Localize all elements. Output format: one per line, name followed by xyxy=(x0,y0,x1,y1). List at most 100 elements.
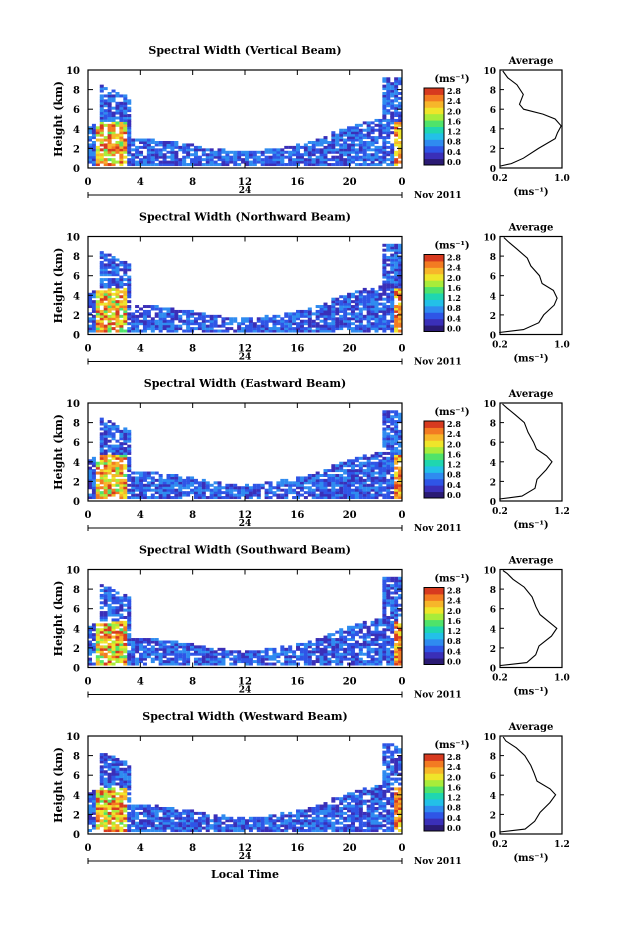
heatmap-cell xyxy=(119,263,124,267)
heatmap-cell xyxy=(123,623,128,627)
heatmap-cell xyxy=(374,317,379,321)
heatmap-cell xyxy=(288,486,293,490)
heatmap-cell xyxy=(366,496,371,500)
heatmap-cell xyxy=(115,640,120,644)
heatmap-cell xyxy=(135,660,140,664)
heatmap-cell xyxy=(91,300,96,304)
heatmap-cell xyxy=(390,772,395,776)
heatmap-cell xyxy=(111,282,116,286)
heatmap-cell xyxy=(127,657,132,661)
heatmap-cell xyxy=(382,285,387,289)
heatmap-cell xyxy=(162,824,167,828)
heatmap-cell xyxy=(398,806,403,810)
heatmap-cell xyxy=(374,618,379,622)
heatmap-cell xyxy=(331,821,336,825)
heatmap-cell xyxy=(193,493,198,497)
heatmap-cell xyxy=(350,794,355,798)
heatmap-cell xyxy=(331,493,336,497)
heatmap-cell xyxy=(111,128,116,132)
heatmap-cell xyxy=(119,451,124,455)
heatmap-cell xyxy=(339,145,344,149)
heatmap-cell xyxy=(170,806,175,810)
heatmap-cell xyxy=(370,488,375,492)
heatmap-cell xyxy=(299,478,304,482)
colorbar xyxy=(424,587,444,665)
heatmap-cell xyxy=(347,802,352,806)
heatmap-cell xyxy=(394,424,399,428)
heatmap-cell xyxy=(111,160,116,164)
heatmap-cell xyxy=(390,302,395,306)
heatmap-cell xyxy=(99,794,104,798)
heatmap-cell xyxy=(245,486,249,490)
heatmap-cell xyxy=(335,660,340,664)
heatmap-cell xyxy=(327,309,332,313)
heatmap-cell xyxy=(91,809,96,813)
colorbar-swatch xyxy=(424,88,444,95)
heatmap-cell xyxy=(280,150,285,154)
heatmap-cell xyxy=(362,814,367,818)
heatmap-cell xyxy=(284,493,289,497)
heatmap-cell xyxy=(127,329,132,333)
heatmap-cell xyxy=(390,287,395,291)
heatmap-cell xyxy=(103,829,108,833)
heatmap-cell xyxy=(335,312,340,316)
heatmap-cell xyxy=(241,319,246,323)
heatmap-cell xyxy=(398,319,403,323)
heatmap-cell xyxy=(107,794,112,798)
heatmap-cell xyxy=(386,589,391,593)
heatmap-cell xyxy=(95,314,100,318)
heatmap-cell xyxy=(335,650,340,654)
heatmap-cell xyxy=(115,104,120,108)
heatmap-cell xyxy=(170,140,175,144)
heatmap-cell xyxy=(382,432,387,436)
heatmap-cell xyxy=(103,765,108,769)
heatmap-cell xyxy=(99,140,104,144)
heatmap-cell xyxy=(350,488,355,492)
heatmap-cell xyxy=(111,427,116,431)
heatmap-cell xyxy=(127,806,132,810)
heatmap-cell xyxy=(197,826,202,830)
heatmap-cell xyxy=(142,496,147,500)
heatmap-cell xyxy=(135,322,140,326)
heatmap-cell xyxy=(358,814,363,818)
heatmap-cell xyxy=(123,150,128,154)
heatmap-cell xyxy=(327,143,332,147)
panel-3: Spectral Width (Eastward Beam)0246810Hei… xyxy=(52,377,570,534)
heatmap-cell xyxy=(374,163,379,167)
heatmap-cell xyxy=(398,456,403,460)
heatmap-cell xyxy=(123,650,128,654)
heatmap-cell xyxy=(221,324,226,328)
heatmap-cell xyxy=(237,821,242,825)
heatmap-cell xyxy=(394,79,399,83)
heatmap-cell xyxy=(256,826,261,830)
heatmap-cell xyxy=(150,493,155,497)
heatmap-cell xyxy=(335,488,340,492)
heatmap-cell xyxy=(284,314,289,318)
heatmap-cell xyxy=(193,811,198,815)
heatmap-cell xyxy=(347,809,352,813)
colorbar-swatch xyxy=(424,433,444,441)
heatmap-cell xyxy=(350,491,355,495)
heatmap-cell xyxy=(264,322,269,326)
heatmap-cell xyxy=(315,305,320,309)
heatmap-cell xyxy=(119,784,124,788)
heatmap-cell xyxy=(382,417,387,421)
heatmap-cell xyxy=(107,109,112,113)
heatmap-cell xyxy=(366,121,371,125)
heatmap-cell xyxy=(229,650,234,654)
heatmap-cell xyxy=(213,486,218,490)
heatmap-cell xyxy=(209,496,214,500)
heatmap-cell xyxy=(331,481,336,485)
heatmap-cell xyxy=(190,327,195,331)
heatmap-cell xyxy=(111,593,116,597)
heatmap-cell xyxy=(390,601,395,605)
colorbar-swatch xyxy=(424,120,444,127)
heatmap-cell xyxy=(374,158,379,162)
heatmap-cell xyxy=(252,150,257,154)
heatmap-cell xyxy=(327,806,332,810)
heatmap-cell xyxy=(119,603,124,607)
date-label: Nov 2011 xyxy=(414,524,462,534)
heatmap-cell xyxy=(103,143,108,147)
heatmap-cell xyxy=(99,116,104,120)
heatmap-cell xyxy=(248,650,253,654)
